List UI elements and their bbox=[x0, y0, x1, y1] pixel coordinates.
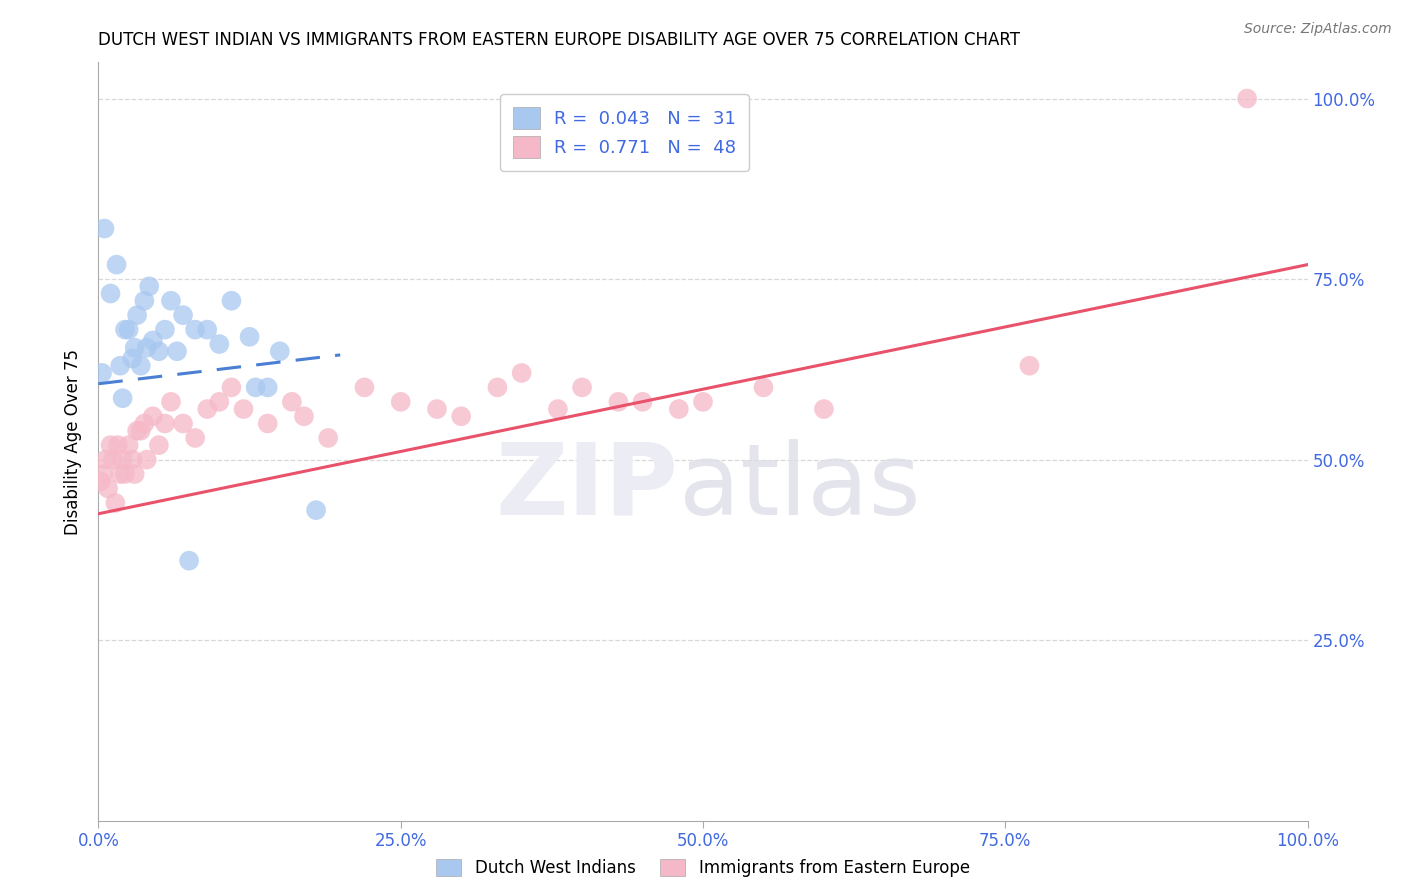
Point bbox=[316, 431, 339, 445]
Point bbox=[172, 308, 194, 322]
Point bbox=[668, 402, 690, 417]
Point bbox=[450, 409, 472, 424]
Point bbox=[129, 424, 152, 438]
Text: ZIP: ZIP bbox=[496, 439, 679, 535]
Legend: Dutch West Indians, Immigrants from Eastern Europe: Dutch West Indians, Immigrants from East… bbox=[429, 852, 977, 884]
Point bbox=[104, 496, 127, 510]
Point bbox=[124, 341, 146, 355]
Point bbox=[91, 366, 114, 380]
Point bbox=[91, 467, 114, 481]
Point bbox=[153, 417, 176, 431]
Point bbox=[547, 402, 569, 417]
Point bbox=[142, 334, 165, 348]
Point bbox=[195, 323, 218, 337]
Point bbox=[97, 482, 120, 496]
Point bbox=[1236, 91, 1258, 105]
Point bbox=[129, 359, 152, 373]
Point bbox=[389, 394, 412, 409]
Text: DUTCH WEST INDIAN VS IMMIGRANTS FROM EASTERN EUROPE DISABILITY AGE OVER 75 CORRE: DUTCH WEST INDIAN VS IMMIGRANTS FROM EAS… bbox=[98, 31, 1021, 49]
Point bbox=[127, 424, 149, 438]
Point bbox=[631, 394, 654, 409]
Point bbox=[353, 380, 375, 394]
Point bbox=[135, 452, 157, 467]
Point bbox=[510, 366, 533, 380]
Point bbox=[142, 409, 165, 424]
Point bbox=[148, 438, 170, 452]
Point bbox=[256, 417, 278, 431]
Y-axis label: Disability Age Over 75: Disability Age Over 75 bbox=[65, 349, 83, 534]
Point bbox=[90, 475, 112, 489]
Point bbox=[426, 402, 449, 417]
Point bbox=[813, 402, 835, 417]
Point bbox=[486, 380, 509, 394]
Point bbox=[239, 330, 262, 344]
Point bbox=[179, 554, 201, 568]
Point bbox=[172, 417, 194, 431]
Point bbox=[114, 467, 136, 481]
Point bbox=[148, 344, 170, 359]
Text: Source: ZipAtlas.com: Source: ZipAtlas.com bbox=[1244, 22, 1392, 37]
Point bbox=[752, 380, 775, 394]
Point bbox=[101, 452, 124, 467]
Point bbox=[195, 402, 218, 417]
Point bbox=[221, 293, 243, 308]
Point bbox=[281, 394, 304, 409]
Point bbox=[121, 351, 143, 366]
Point bbox=[108, 359, 131, 373]
Point bbox=[232, 402, 254, 417]
Point bbox=[114, 323, 136, 337]
Point bbox=[135, 341, 157, 355]
Point bbox=[160, 293, 183, 308]
Point bbox=[111, 391, 134, 405]
Point bbox=[93, 221, 115, 235]
Point bbox=[100, 438, 122, 452]
Point bbox=[105, 258, 128, 272]
Point bbox=[121, 452, 143, 467]
Point bbox=[134, 417, 156, 431]
Point bbox=[108, 467, 131, 481]
Legend: R =  0.043   N =  31, R =  0.771   N =  48: R = 0.043 N = 31, R = 0.771 N = 48 bbox=[501, 95, 749, 170]
Point bbox=[292, 409, 315, 424]
Point bbox=[305, 503, 328, 517]
Point bbox=[1018, 359, 1040, 373]
Point bbox=[208, 337, 231, 351]
Point bbox=[138, 279, 160, 293]
Text: atlas: atlas bbox=[679, 439, 921, 535]
Point bbox=[124, 467, 146, 481]
Point bbox=[118, 438, 141, 452]
Point bbox=[100, 286, 122, 301]
Point bbox=[118, 323, 141, 337]
Point bbox=[208, 394, 231, 409]
Point bbox=[160, 394, 183, 409]
Point bbox=[94, 452, 117, 467]
Point bbox=[127, 308, 149, 322]
Point bbox=[256, 380, 278, 394]
Point bbox=[184, 431, 207, 445]
Point bbox=[134, 293, 156, 308]
Point bbox=[111, 452, 134, 467]
Point bbox=[221, 380, 243, 394]
Point bbox=[184, 323, 207, 337]
Point bbox=[107, 438, 129, 452]
Point bbox=[571, 380, 593, 394]
Point bbox=[245, 380, 267, 394]
Point bbox=[692, 394, 714, 409]
Point bbox=[607, 394, 630, 409]
Point bbox=[269, 344, 291, 359]
Point bbox=[166, 344, 188, 359]
Point bbox=[153, 323, 176, 337]
